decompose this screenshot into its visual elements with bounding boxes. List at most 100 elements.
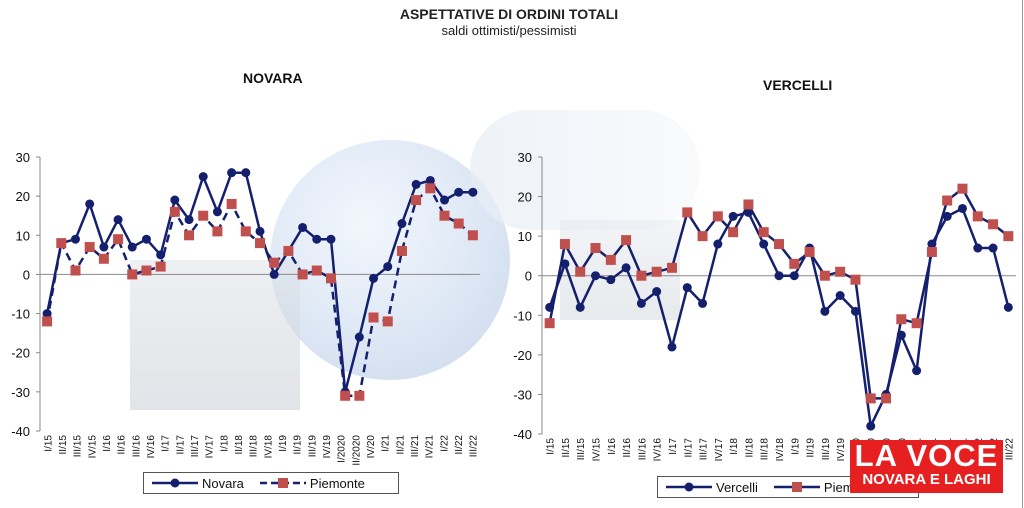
legend-marker-circle-icon bbox=[666, 482, 712, 492]
vercelli-point-vercelli bbox=[667, 342, 677, 352]
vercelli-point-vercelli bbox=[636, 298, 646, 308]
novara-x-tick-label: IV/18 bbox=[263, 435, 274, 459]
novara-x-tick-label: II/15 bbox=[58, 435, 69, 455]
novara-panel-title: NOVARA bbox=[243, 70, 303, 86]
novara-x-tick-label: II/19 bbox=[293, 435, 304, 455]
novara-x-tick-label: I/18 bbox=[219, 435, 230, 452]
novara-point-novara bbox=[269, 269, 279, 279]
background-factory-image bbox=[130, 260, 300, 410]
novara-point-piemonte bbox=[269, 257, 280, 268]
novara-point-piemonte bbox=[212, 226, 223, 237]
novara-x-tick-label: I/17 bbox=[161, 435, 172, 452]
vercelli-x-tick-label: II/17 bbox=[683, 438, 694, 458]
vercelli-y-tick-label: 30 bbox=[518, 150, 532, 165]
vercelli-point-piemonte bbox=[621, 235, 632, 246]
vercelli-point-piemonte bbox=[743, 199, 754, 210]
vercelli-point-piemonte bbox=[682, 207, 693, 218]
chart-subtitle: saldi ottimisti/pessimisti bbox=[441, 23, 577, 38]
vercelli-point-vercelli bbox=[759, 239, 769, 249]
vercelli-x-tick-label: II/19 bbox=[806, 438, 817, 458]
vercelli-point-piemonte bbox=[789, 258, 800, 269]
vercelli-y-tick-label: -30 bbox=[513, 387, 532, 402]
legend-marker-square-icon bbox=[773, 482, 820, 492]
vercelli-point-piemonte bbox=[865, 393, 876, 404]
novara-point-novara bbox=[440, 195, 450, 205]
vercelli-y-tick-label: 10 bbox=[518, 229, 532, 244]
legend-item-novara: Novara bbox=[152, 476, 244, 491]
vercelli-point-vercelli bbox=[850, 306, 860, 316]
vercelli-point-piemonte bbox=[942, 195, 953, 206]
vercelli-x-tick-label: I/17 bbox=[668, 438, 679, 455]
vercelli-point-piemonte bbox=[712, 211, 723, 222]
novara-x-tick-label: I/19 bbox=[278, 435, 289, 452]
novara-x-tick-label: I/2020 bbox=[337, 435, 348, 463]
novara-point-piemonte bbox=[184, 230, 195, 241]
novara-y-tick-label: 20 bbox=[16, 189, 30, 204]
novara-point-piemonte bbox=[226, 198, 237, 209]
vercelli-y-tick-label: 0 bbox=[525, 269, 532, 284]
novara-y-tick-label: -20 bbox=[11, 346, 30, 361]
vercelli-point-vercelli bbox=[1003, 302, 1013, 312]
novara-x-tick-label: I/15 bbox=[43, 435, 54, 452]
novara-x-tick-label: II/16 bbox=[117, 435, 128, 455]
novara-point-novara bbox=[156, 250, 166, 260]
novara-point-novara bbox=[170, 195, 180, 205]
novara-point-piemonte bbox=[98, 253, 109, 264]
novara-point-piemonte bbox=[411, 195, 422, 206]
vercelli-point-vercelli bbox=[789, 271, 799, 281]
novara-x-tick-label: IV/19 bbox=[322, 435, 333, 459]
legend-item-vercelli: Vercelli bbox=[666, 480, 758, 495]
novara-point-novara bbox=[99, 242, 109, 252]
novara-point-novara bbox=[425, 175, 435, 185]
novara-point-piemonte bbox=[169, 206, 180, 217]
novara-x-tick-label: I/21 bbox=[381, 435, 392, 452]
legend-marker-square-icon bbox=[259, 478, 306, 488]
vercelli-point-piemonte bbox=[957, 183, 968, 194]
novara-point-novara bbox=[454, 187, 464, 197]
vercelli-x-tick-label: IV/19 bbox=[836, 438, 847, 462]
vercelli-x-tick-label: II/16 bbox=[622, 438, 633, 458]
vercelli-x-tick-label: I/15 bbox=[546, 438, 557, 455]
novara-point-piemonte bbox=[382, 316, 393, 327]
frame-border bbox=[1022, 0, 1023, 508]
novara-legend: Novara Piemonte bbox=[143, 472, 399, 494]
vercelli-point-vercelli bbox=[621, 263, 631, 273]
novara-x-tick-label: III/18 bbox=[249, 435, 260, 458]
novara-x-tick-label: II/21 bbox=[395, 435, 406, 455]
vercelli-x-tick-label: II/18 bbox=[744, 438, 755, 458]
vercelli-point-piemonte bbox=[911, 318, 922, 329]
vercelli-point-vercelli bbox=[820, 306, 830, 316]
la-voce-logo: LA VOCE NOVARA E LAGHI bbox=[850, 440, 1003, 493]
vercelli-point-piemonte bbox=[651, 266, 662, 277]
vercelli-x-tick-label: III/19 bbox=[821, 438, 832, 461]
novara-point-piemonte bbox=[155, 261, 166, 272]
novara-y-tick-label: 0 bbox=[23, 267, 30, 282]
novara-y-tick-label: 10 bbox=[16, 228, 30, 243]
vercelli-y-tick-label: -40 bbox=[513, 427, 532, 442]
novara-x-tick-label: I/22 bbox=[439, 435, 450, 452]
novara-x-tick-label: III/22 bbox=[469, 435, 480, 458]
vercelli-point-vercelli bbox=[912, 366, 922, 376]
novara-point-novara bbox=[85, 199, 95, 209]
novara-x-tick-label: III/21 bbox=[410, 435, 421, 458]
novara-x-tick-label: IV/17 bbox=[205, 435, 216, 459]
novara-point-piemonte bbox=[70, 265, 81, 276]
vercelli-point-vercelli bbox=[652, 287, 662, 297]
vercelli-point-piemonte bbox=[758, 227, 769, 238]
vercelli-point-vercelli bbox=[866, 421, 876, 431]
novara-point-novara bbox=[113, 215, 123, 225]
legend-label-vercelli: Vercelli bbox=[716, 479, 758, 495]
vercelli-point-piemonte bbox=[835, 266, 846, 277]
vercelli-series-line-piemonte bbox=[548, 187, 1010, 400]
novara-x-tick-label: II/18 bbox=[234, 435, 245, 455]
novara-x-tick-label: III/16 bbox=[131, 435, 142, 458]
novara-point-novara bbox=[212, 207, 222, 217]
vercelli-point-piemonte bbox=[728, 227, 739, 238]
vercelli-point-piemonte bbox=[590, 243, 601, 254]
logo-line1: LA VOCE bbox=[854, 438, 999, 473]
vercelli-point-piemonte bbox=[804, 246, 815, 257]
novara-point-novara bbox=[70, 234, 80, 244]
novara-x-tick-label: IV/16 bbox=[146, 435, 157, 459]
vercelli-point-piemonte bbox=[544, 318, 555, 329]
novara-y-tick-label: -30 bbox=[11, 385, 30, 400]
